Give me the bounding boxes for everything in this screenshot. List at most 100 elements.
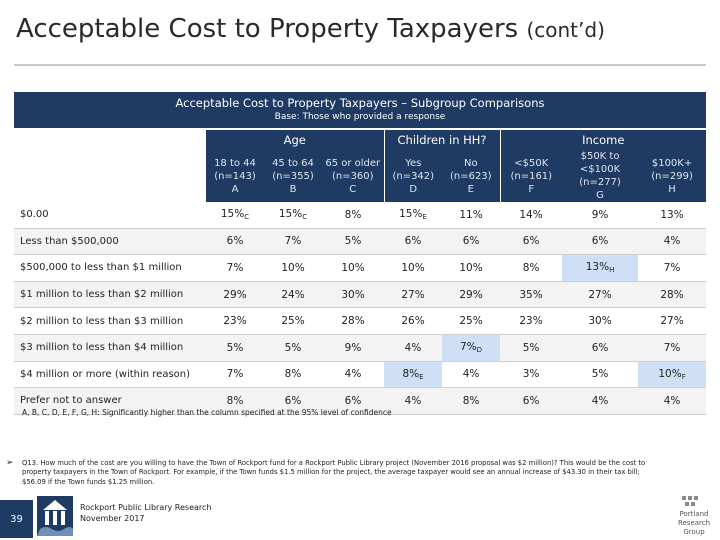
table-cell: 9% xyxy=(322,334,385,362)
group-header-row: Age Children in HH? Income xyxy=(14,130,707,150)
table-cell: 23% xyxy=(500,307,563,335)
page-number: 39 xyxy=(0,500,33,538)
prg-logo-text-1: Portland xyxy=(680,510,709,518)
cell-value: 5% xyxy=(344,235,362,248)
table-cell: 23% xyxy=(206,307,264,335)
row-label: $2 million to less than $3 million xyxy=(14,307,206,335)
column-letter: D xyxy=(409,183,418,195)
cell-value: 7% xyxy=(459,341,477,354)
table-cell: 13%H xyxy=(562,254,639,282)
column-letter: C xyxy=(349,183,357,195)
cell-value: 6% xyxy=(462,235,480,248)
column-header-row: 18 to 44 (n=143) A 45 to 64 (n=355) B 65 or ol… xyxy=(14,150,707,202)
cell-value: 9% xyxy=(591,208,609,221)
group-header-children: Children in HH? xyxy=(383,130,501,150)
cell-value: 6% xyxy=(404,235,422,248)
cell-value: 6% xyxy=(591,235,609,248)
cell-value: 23% xyxy=(223,315,247,328)
group-header-income: Income xyxy=(499,130,707,150)
cell-value: 8% xyxy=(402,367,420,380)
table-cell: 10%F xyxy=(638,361,707,389)
group-header-age: Age xyxy=(206,130,385,150)
prg-logo-text-3: Group xyxy=(683,528,705,536)
significance-marker: F xyxy=(681,372,686,381)
banner-base: Base: Those who provided a response xyxy=(274,112,446,122)
column-label: 45 to 64 xyxy=(272,157,314,169)
column-sample-size: (n=623) xyxy=(449,170,492,182)
column-header-blank xyxy=(14,150,206,202)
table-cell: 29% xyxy=(442,281,501,309)
table-cell: 7% xyxy=(206,254,264,282)
cell-value: 8% xyxy=(226,394,244,407)
row-label: $0.00 xyxy=(14,202,206,229)
table-cell: 8% xyxy=(206,387,264,415)
table-cell: 24% xyxy=(264,281,322,309)
table-cell: 15%E xyxy=(384,202,443,229)
prg-logo-text-2: Research xyxy=(678,519,710,527)
table-cell: 5% xyxy=(322,228,385,256)
table-cell: 9% xyxy=(562,202,639,229)
table-cell: 6% xyxy=(500,228,563,256)
cell-value: 5% xyxy=(226,341,244,354)
cell-value: 29% xyxy=(223,288,247,301)
slide-title-suffix: (cont’d) xyxy=(526,18,605,42)
cell-value: 4% xyxy=(591,394,609,407)
table-row: $1 million to less than $2 million 29% 24%… xyxy=(14,281,707,309)
column-header: $50K to <$100K (n=277) G xyxy=(562,150,639,202)
table-row: Less than $500,000 6% 7% 5% 6% 6% 6% 6% 4% xyxy=(14,228,707,256)
cell-value: 26% xyxy=(401,315,425,328)
title-divider xyxy=(14,64,706,66)
table-cell: 6% xyxy=(442,228,501,256)
table-cell: 27% xyxy=(384,281,443,309)
cell-value: 6% xyxy=(522,235,540,248)
cell-value: 23% xyxy=(519,315,543,328)
cell-value: 6% xyxy=(344,394,362,407)
cell-value: 6% xyxy=(226,235,244,248)
table-cell: 13% xyxy=(638,202,707,229)
table-cell: 6% xyxy=(500,387,563,415)
table-cell: 5% xyxy=(206,334,264,362)
cell-value: 4% xyxy=(344,368,362,381)
table-cell: 6% xyxy=(562,228,639,256)
column-label: 65 or older xyxy=(325,157,381,169)
table-cell: 15%C xyxy=(264,202,322,229)
cell-value: 6% xyxy=(591,341,609,354)
cell-value: 27% xyxy=(588,288,612,301)
cell-value: 8% xyxy=(462,394,480,407)
column-header: $100K+ (n=299) H xyxy=(638,150,707,202)
table-cell: 27% xyxy=(638,307,707,335)
org-name: Rockport Public Library Research xyxy=(80,503,212,512)
column-header: 18 to 44 (n=143) A xyxy=(206,150,264,202)
org-date: November 2017 xyxy=(80,514,145,523)
table-cell: 4% xyxy=(442,361,501,389)
column-header: <$50K (n=161) F xyxy=(499,150,563,202)
significance-marker: E xyxy=(422,213,427,222)
row-label: $500,000 to less than $1 million xyxy=(14,254,206,282)
cell-value: 4% xyxy=(663,235,681,248)
column-label: 18 to 44 xyxy=(214,157,256,169)
column-sample-size: (n=360) xyxy=(331,170,374,182)
column-letter: H xyxy=(668,183,676,195)
column-label: No xyxy=(463,157,478,169)
cell-value: 25% xyxy=(281,315,305,328)
column-header: 45 to 64 (n=355) B xyxy=(264,150,322,202)
table-cell: 30% xyxy=(562,307,639,335)
cell-value: 4% xyxy=(404,394,422,407)
cell-value: 10% xyxy=(658,367,682,380)
cell-value: 27% xyxy=(660,315,684,328)
table-cell: 7%D xyxy=(442,334,501,362)
row-label: Less than $500,000 xyxy=(14,228,206,256)
significance-marker: D xyxy=(476,346,483,355)
cell-value: 7% xyxy=(663,261,681,274)
cell-value: 6% xyxy=(284,394,302,407)
row-label: Prefer not to answer xyxy=(14,387,206,415)
cell-value: 5% xyxy=(591,368,609,381)
cell-value: 13% xyxy=(585,261,610,274)
column-header: 65 or older (n=360) C xyxy=(322,150,385,202)
significance-marker: C xyxy=(302,213,308,222)
cell-value: 10% xyxy=(341,261,365,274)
table-cell: 6% xyxy=(384,228,443,256)
bullet-arrow-icon: ➢ xyxy=(6,458,14,468)
table-row: $3 million to less than $4 million 5% 5% 9%… xyxy=(14,334,707,362)
table-cell: 25% xyxy=(264,307,322,335)
